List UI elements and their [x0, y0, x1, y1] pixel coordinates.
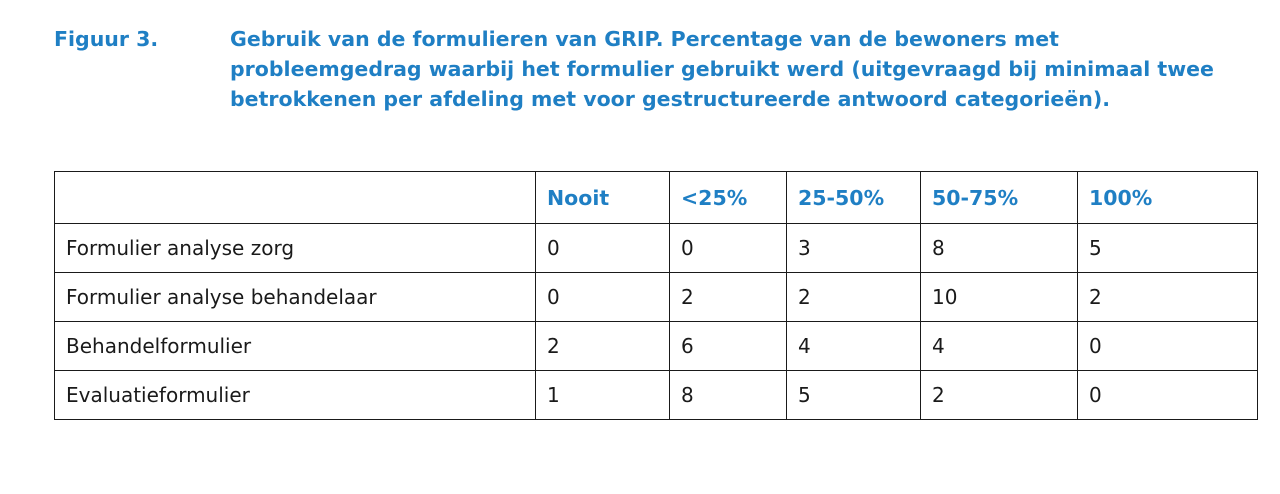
usage-table: Nooit <25% 25-50% 50-75% 100% Formulier …	[54, 171, 1258, 420]
cell-50-75: 4	[920, 321, 1078, 371]
figure-caption-text: Gebruik van de formulieren van GRIP. Per…	[230, 27, 1214, 111]
header-25-50: 25-50%	[786, 171, 921, 224]
cell-25-50: 4	[786, 321, 921, 371]
cell-100: 2	[1077, 272, 1258, 322]
header-50-75: 50-75%	[920, 171, 1078, 224]
table-row: Behandelformulier 2 6 4 4 0	[54, 321, 1258, 371]
cell-25-50: 2	[786, 272, 921, 322]
row-label: Behandelformulier	[54, 321, 536, 371]
figure-caption: Figuur 3. Gebruik van de formulieren van…	[54, 24, 1234, 114]
cell-nooit: 0	[535, 223, 670, 273]
cell-nooit: 0	[535, 272, 670, 322]
table-row: Formulier analyse zorg 0 0 3 8 5	[54, 223, 1258, 273]
header-lt25: <25%	[669, 171, 787, 224]
header-100: 100%	[1077, 171, 1258, 224]
cell-nooit: 2	[535, 321, 670, 371]
cell-50-75: 2	[920, 370, 1078, 420]
header-nooit: Nooit	[535, 171, 670, 224]
cell-50-75: 10	[920, 272, 1078, 322]
header-empty-cell	[54, 171, 536, 224]
cell-25-50: 3	[786, 223, 921, 273]
cell-100: 0	[1077, 321, 1258, 371]
cell-lt25: 8	[669, 370, 787, 420]
figure-label: Figuur 3.	[54, 27, 159, 51]
cell-lt25: 6	[669, 321, 787, 371]
cell-25-50: 5	[786, 370, 921, 420]
cell-100: 5	[1077, 223, 1258, 273]
cell-lt25: 2	[669, 272, 787, 322]
cell-lt25: 0	[669, 223, 787, 273]
cell-50-75: 8	[920, 223, 1078, 273]
row-label: Formulier analyse zorg	[54, 223, 536, 273]
table-header-row: Nooit <25% 25-50% 50-75% 100%	[54, 171, 1258, 224]
table-row: Evaluatieformulier 1 8 5 2 0	[54, 370, 1258, 420]
cell-nooit: 1	[535, 370, 670, 420]
table-row: Formulier analyse behandelaar 0 2 2 10 2	[54, 272, 1258, 322]
cell-100: 0	[1077, 370, 1258, 420]
row-label: Evaluatieformulier	[54, 370, 536, 420]
row-label: Formulier analyse behandelaar	[54, 272, 536, 322]
